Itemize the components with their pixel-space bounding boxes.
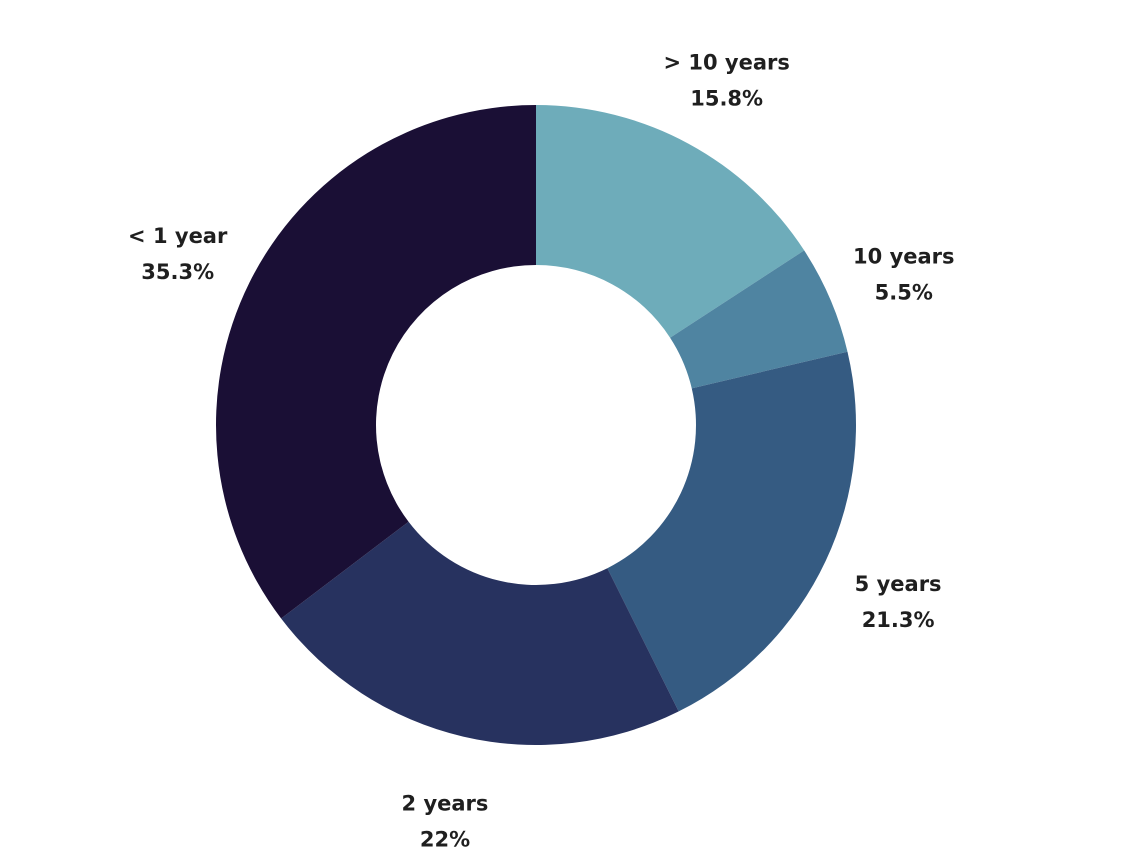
slice-value-10-years: 5.5% (875, 281, 933, 305)
slice-2-years (281, 521, 679, 745)
slice-10-years (670, 250, 848, 389)
slice-5-years (607, 351, 856, 712)
slice-label-10-years: 10 years (853, 245, 955, 269)
slice-value-5-years: 21.3% (862, 608, 935, 632)
slice-value-gt-10-years: 15.8% (690, 86, 763, 110)
slice-gt-10-years (536, 105, 805, 338)
slice-lt-1-year (216, 105, 536, 619)
slice-label-5-years: 5 years (855, 572, 942, 596)
donut-slices (216, 105, 856, 745)
slice-label-lt-1-year: < 1 year (128, 224, 228, 248)
slice-label-gt-10-years: > 10 years (663, 50, 789, 74)
slice-label-2-years: 2 years (402, 792, 489, 816)
slice-value-lt-1-year: 35.3% (141, 260, 214, 284)
slice-labels: > 10 years 15.8% 10 years 5.5% 5 years 21.3% 2… (128, 50, 954, 850)
slice-value-2-years: 22% (420, 828, 470, 850)
